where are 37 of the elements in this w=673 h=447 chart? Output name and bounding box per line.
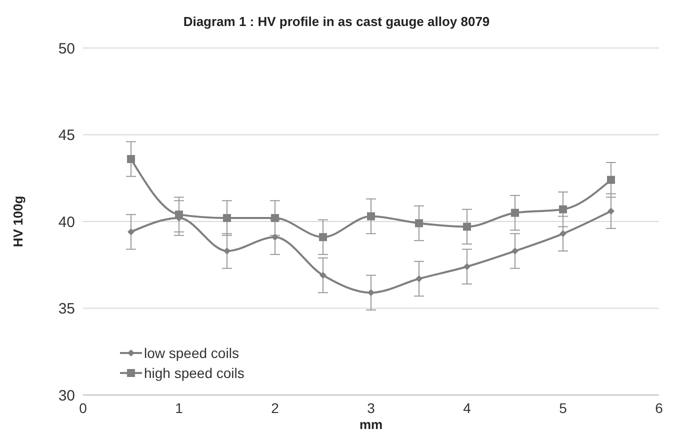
x-tick-label: 1: [175, 400, 184, 416]
point: [463, 222, 471, 231]
x-tick-label: 3: [367, 400, 376, 416]
point: [320, 272, 326, 279]
y-tick-label: 35: [58, 300, 75, 318]
point: [560, 230, 566, 238]
x-axis-title: mm: [359, 417, 383, 432]
chart-title: Diagram 1 : HV profile in as cast gauge alloy 8079: [182, 14, 491, 29]
point: [368, 289, 374, 296]
point: [367, 212, 375, 220]
legend-label: high speed coils: [144, 365, 244, 381]
y-tick-label: 45: [58, 127, 75, 144]
point: [512, 247, 518, 254]
point: [223, 214, 231, 222]
point: [416, 275, 422, 282]
point: [128, 228, 134, 236]
point: [319, 233, 327, 242]
point: [559, 205, 567, 214]
point: [271, 214, 279, 222]
point: [511, 208, 519, 217]
point: [127, 155, 135, 164]
y-tick-label: 50: [58, 40, 75, 58]
x-tick-label: 0: [79, 400, 88, 416]
x-tick-label: 6: [655, 400, 664, 416]
y-tick-label: 40: [58, 214, 75, 231]
y-tick-label: 30: [58, 387, 75, 404]
point: [464, 263, 470, 270]
x-tick-label: 2: [271, 400, 280, 416]
point: [272, 234, 278, 241]
legend-label: low speed coils: [144, 345, 239, 361]
point: [415, 219, 423, 228]
x-tick-label: 5: [559, 400, 568, 416]
x-tick-label: 4: [463, 400, 472, 416]
y-axis-title: HV 100g: [10, 196, 26, 248]
point: [224, 247, 230, 254]
point: [608, 208, 614, 215]
point: [607, 176, 615, 184]
